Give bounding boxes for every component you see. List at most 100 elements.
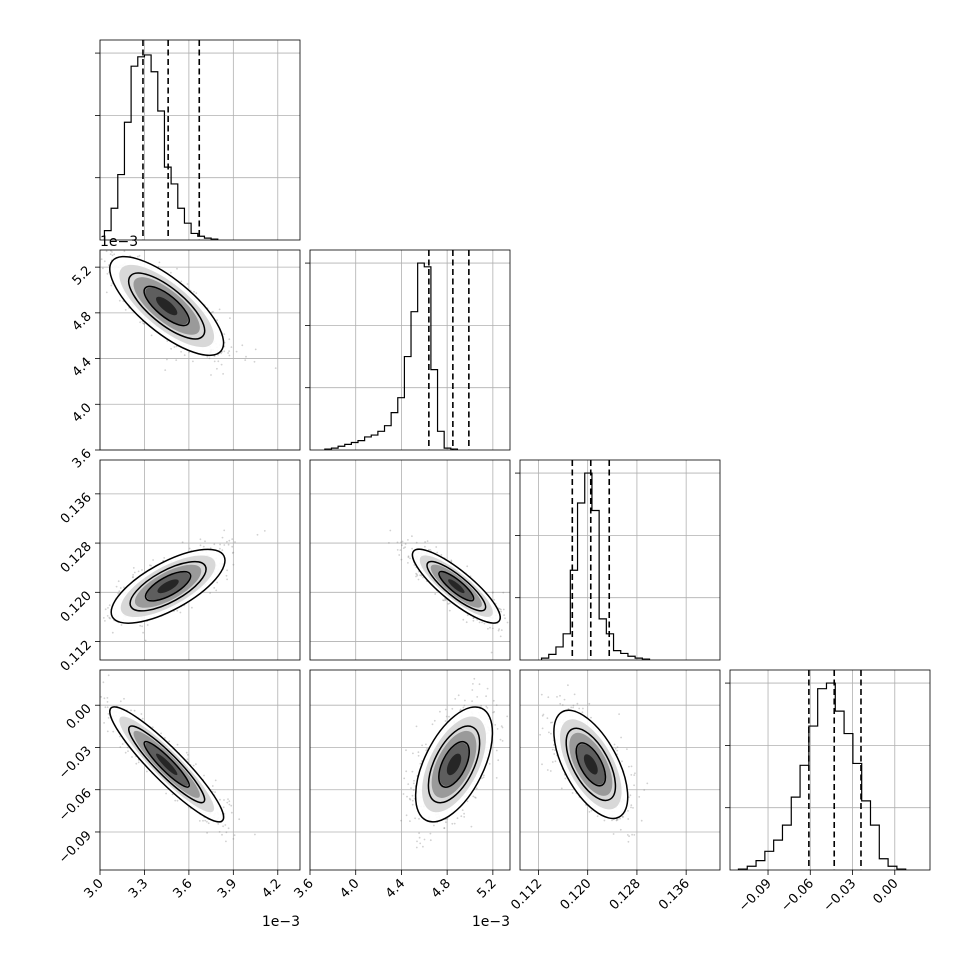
sample-point <box>466 800 469 803</box>
sample-point <box>164 737 166 739</box>
sample-point <box>418 832 420 834</box>
sample-point <box>456 817 459 820</box>
sample-point <box>88 639 90 641</box>
density-content <box>400 677 509 849</box>
sample-point <box>444 720 447 722</box>
sample-point <box>191 606 193 609</box>
sample-point <box>223 333 226 335</box>
sample-point <box>470 825 473 828</box>
sample-point <box>166 340 169 342</box>
sample-point <box>415 725 418 728</box>
density-content <box>96 674 256 843</box>
sample-point <box>643 789 646 791</box>
sample-point <box>131 756 133 758</box>
contour-line <box>128 725 206 804</box>
sample-point <box>500 608 502 611</box>
sample-point <box>421 744 423 747</box>
sample-point <box>628 835 630 838</box>
sample-point <box>104 620 106 622</box>
sample-point <box>443 827 446 829</box>
sample-point <box>410 787 412 789</box>
density-fill <box>156 296 178 316</box>
contour-line <box>127 272 206 340</box>
sample-point <box>105 250 108 253</box>
sample-point <box>198 820 201 822</box>
sample-point <box>472 617 475 619</box>
sample-point <box>409 820 411 822</box>
sample-point <box>416 574 419 577</box>
sample-point <box>192 764 195 767</box>
sample-point <box>183 354 186 357</box>
sample-point <box>567 708 570 710</box>
sample-point <box>551 721 554 724</box>
sample-point <box>234 541 236 543</box>
sample-point <box>415 572 417 575</box>
sample-point <box>439 710 441 713</box>
panel-frame <box>99 249 301 451</box>
sample-point <box>108 604 111 607</box>
sample-point <box>109 253 112 256</box>
sample-point <box>483 774 485 777</box>
sample-point <box>202 819 204 822</box>
sample-point <box>215 589 218 592</box>
contour-line <box>426 560 487 612</box>
sample-point <box>106 730 109 733</box>
sample-point <box>176 267 178 270</box>
sample-point <box>588 702 591 705</box>
sample-point <box>411 799 414 802</box>
sample-point <box>254 833 256 836</box>
sample-point <box>168 740 171 743</box>
sample-point <box>171 793 174 796</box>
sample-point <box>416 840 418 843</box>
sample-point <box>227 352 230 354</box>
contour-line <box>129 560 207 612</box>
sample-point <box>117 592 120 595</box>
sample-point <box>415 575 417 578</box>
panel-background <box>520 460 720 660</box>
sample-point <box>462 706 465 709</box>
sample-point <box>480 704 482 707</box>
sample-point <box>121 743 124 745</box>
sample-point <box>96 697 98 699</box>
sample-point <box>472 683 474 685</box>
sample-point <box>405 770 408 773</box>
sample-point <box>402 793 405 795</box>
sample-point <box>417 578 420 581</box>
sample-point <box>113 253 116 256</box>
sample-point <box>143 323 146 325</box>
panel-background <box>310 250 510 450</box>
sample-point <box>195 292 198 294</box>
sample-point <box>135 762 138 765</box>
sample-point <box>100 258 103 260</box>
sample-point <box>109 617 111 620</box>
sample-point <box>230 811 233 814</box>
sample-point <box>136 255 139 258</box>
sample-point <box>164 369 167 371</box>
sample-point <box>490 651 493 654</box>
contour-line <box>144 570 192 602</box>
contour-line <box>427 725 481 804</box>
sample-point <box>216 367 218 370</box>
histogram-line <box>737 682 907 870</box>
sample-point <box>412 789 415 791</box>
sample-point <box>503 614 505 616</box>
sample-point <box>405 814 408 817</box>
sample-point <box>108 616 111 619</box>
sample-point <box>396 549 399 551</box>
sample-point <box>404 543 407 545</box>
sample-point <box>226 578 229 581</box>
sample-point <box>453 822 456 825</box>
sample-point <box>444 597 446 600</box>
sample-point <box>207 822 210 825</box>
sample-point <box>105 291 108 294</box>
sample-point <box>166 358 168 361</box>
sample-point <box>435 546 438 548</box>
sample-point <box>646 782 649 785</box>
sample-point <box>407 539 409 541</box>
sample-point <box>227 543 230 546</box>
sample-point <box>417 754 420 757</box>
sample-point <box>274 367 277 369</box>
sample-point <box>407 783 410 785</box>
contour-line <box>143 285 190 327</box>
sample-point <box>476 618 479 621</box>
